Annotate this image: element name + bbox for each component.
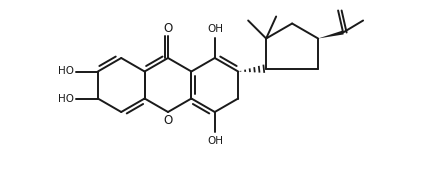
Polygon shape [318,31,344,38]
Text: HO: HO [58,66,74,76]
Text: HO: HO [58,94,74,104]
Text: OH: OH [208,24,224,34]
Text: O: O [164,21,173,35]
Text: OH: OH [208,136,224,146]
Text: O: O [164,115,173,128]
